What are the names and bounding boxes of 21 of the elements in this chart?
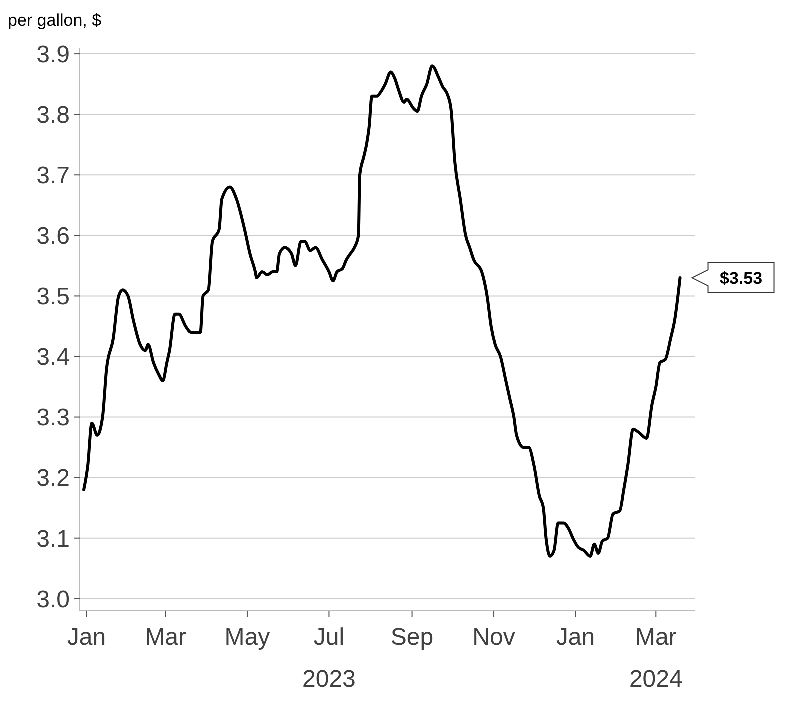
y-tick-label: 3.5 bbox=[36, 284, 70, 311]
line-series bbox=[82, 64, 682, 558]
y-tick-label: 3.3 bbox=[36, 404, 70, 432]
x-tick-label: Mar 2024 bbox=[629, 624, 683, 693]
y-tick-label: 3.0 bbox=[36, 586, 70, 614]
y-tick-label: 3.6 bbox=[36, 223, 70, 250]
y-tick-label: 3.2 bbox=[36, 465, 70, 492]
x-tick-label: Jan bbox=[556, 624, 596, 651]
y-tick-label: 3.7 bbox=[36, 162, 70, 190]
y-axis-title: per gallon, $ bbox=[8, 11, 102, 30]
x-tick-label: Jul 2023 bbox=[302, 624, 356, 693]
x-tick-label: Jan bbox=[67, 624, 106, 651]
y-tick-label: 3.1 bbox=[36, 526, 70, 553]
y-tick-label: 3.4 bbox=[36, 344, 70, 372]
x-tick-label: Nov bbox=[472, 624, 516, 651]
y-tick-label: 3.8 bbox=[36, 102, 70, 129]
x-tick-label: Sep bbox=[390, 624, 434, 651]
x-tick-label: Mar bbox=[145, 624, 186, 651]
x-tick-label: May bbox=[224, 624, 270, 651]
annotation: $3.53 bbox=[720, 268, 763, 288]
y-tick-label: 3.9 bbox=[36, 41, 70, 68]
